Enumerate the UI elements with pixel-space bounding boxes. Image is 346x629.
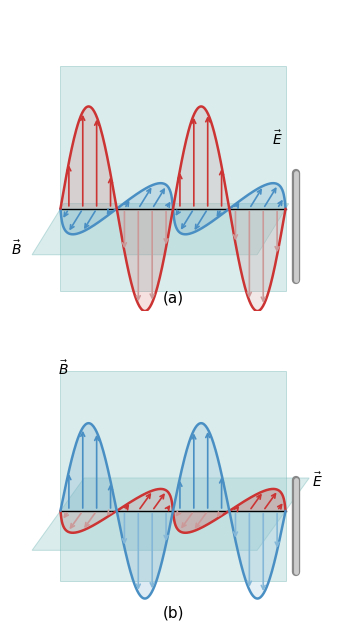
Polygon shape xyxy=(173,183,285,235)
Polygon shape xyxy=(61,423,173,599)
Text: $\vec{E}$: $\vec{E}$ xyxy=(312,471,322,490)
Polygon shape xyxy=(61,65,285,291)
Polygon shape xyxy=(61,183,173,235)
Text: $\vec{B}$: $\vec{B}$ xyxy=(11,239,22,258)
Text: $\vec{B}$: $\vec{B}$ xyxy=(58,359,68,378)
Polygon shape xyxy=(32,204,289,255)
Polygon shape xyxy=(61,106,173,311)
Text: (b): (b) xyxy=(162,606,184,620)
Polygon shape xyxy=(32,478,309,550)
Polygon shape xyxy=(61,370,285,581)
Text: $\vec{E}$: $\vec{E}$ xyxy=(272,130,283,148)
Polygon shape xyxy=(173,423,285,599)
Text: (a): (a) xyxy=(162,291,184,306)
Polygon shape xyxy=(173,489,285,533)
Polygon shape xyxy=(61,489,173,533)
Polygon shape xyxy=(173,106,285,311)
